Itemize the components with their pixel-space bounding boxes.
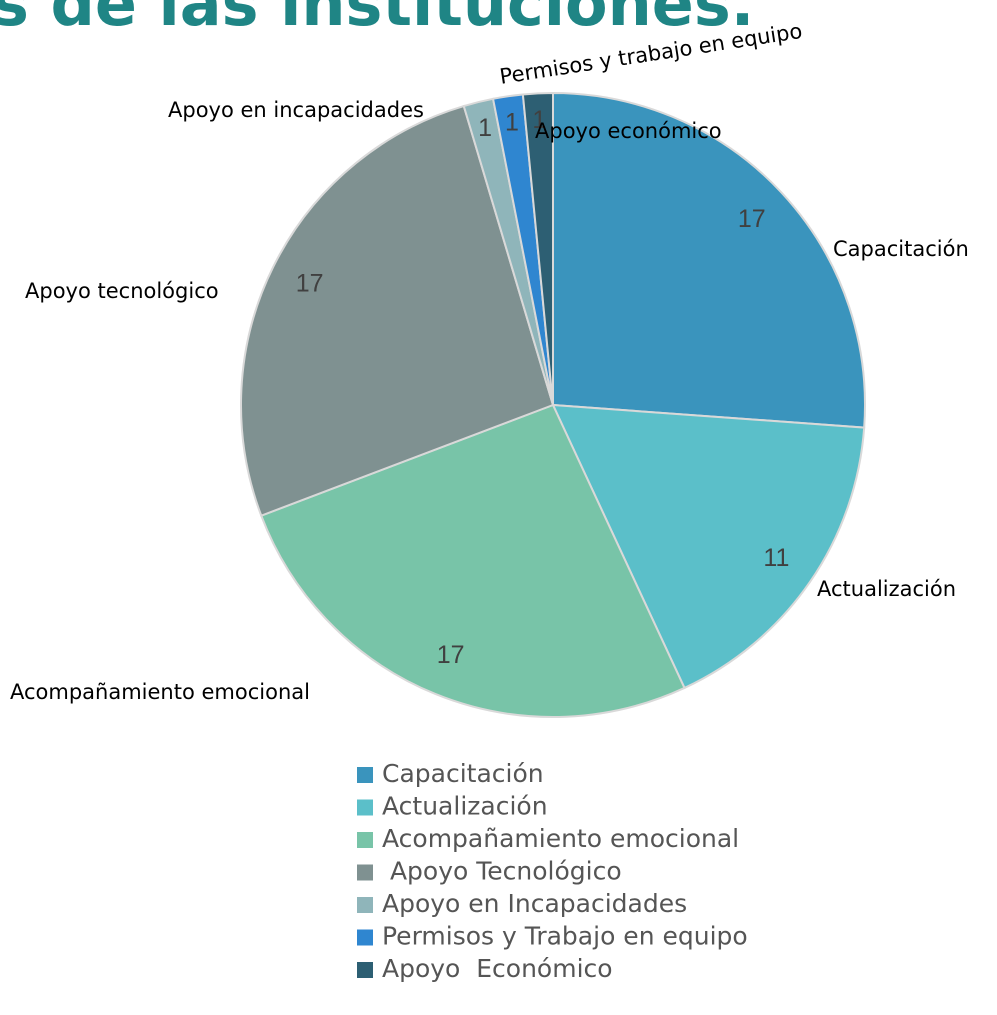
- legend-swatch: [357, 799, 373, 816]
- slice-label: Apoyo en incapacidades: [168, 98, 424, 122]
- slice-label: Actualización: [817, 577, 956, 601]
- chart-title: s de las instituciones.: [0, 0, 754, 40]
- pie-slice: [240, 104, 555, 517]
- value-label: 1: [478, 114, 492, 142]
- pie-slice: [551, 403, 866, 690]
- value-label: 1: [532, 106, 546, 134]
- legend-swatch: [357, 832, 373, 848]
- legend-label: Permisos y Trabajo en equipo: [382, 922, 748, 951]
- value-label: 17: [437, 641, 465, 669]
- legend-swatch: [357, 962, 373, 978]
- pie-slice: [552, 91, 866, 429]
- legend-swatch: [357, 929, 373, 946]
- legend-label: Capacitación: [382, 759, 544, 788]
- legend-label: Acompañamiento emocional: [382, 824, 739, 853]
- slice-label: Capacitación: [833, 237, 969, 261]
- value-label: 17: [296, 269, 324, 297]
- legend-swatch: [357, 864, 373, 881]
- legend-label: Apoyo en Incapacidades: [382, 889, 687, 918]
- value-label: 1: [505, 109, 519, 137]
- value-label: 17: [738, 205, 766, 233]
- legend-label: Apoyo Tecnológico: [382, 857, 622, 886]
- pie-slice: [259, 403, 686, 718]
- slice-label: Apoyo económico: [535, 119, 722, 143]
- value-label: 11: [763, 544, 789, 572]
- legend-label: Apoyo Económico: [382, 954, 613, 983]
- legend-label: Actualización: [382, 792, 548, 821]
- pie-slice: [521, 91, 554, 406]
- legend-swatch: [357, 897, 373, 913]
- legend-swatch: [357, 767, 373, 783]
- slice-label: Acompañamiento emocional: [10, 680, 310, 704]
- slice-label: Apoyo tecnológico: [25, 279, 219, 303]
